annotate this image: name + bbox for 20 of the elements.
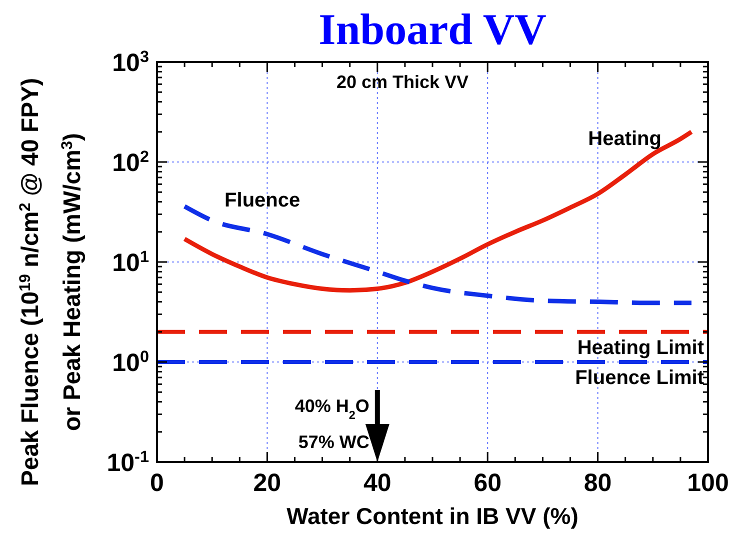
y-tick-label: 10$^{1}$ — [112, 248, 149, 277]
x-axis-title: Water Content in IB VV (%) — [286, 503, 578, 529]
x-tick-label: 20 — [253, 469, 282, 497]
ref-line-label: Heating Limit — [577, 336, 704, 359]
ref-line-label: Fluence Limit — [575, 367, 704, 389]
x-tick-label: 40 — [363, 469, 392, 497]
x-tick-label: 0 — [150, 469, 164, 497]
annotation: 20 cm Thick VV — [336, 72, 469, 92]
y-tick-label: 10$^{3}$ — [112, 48, 149, 77]
y-tick-label: 10$^{0}$ — [112, 348, 149, 377]
series-label: Fluence — [224, 189, 300, 212]
x-tick-label: 100 — [687, 469, 729, 497]
series-label: Heating — [588, 128, 662, 150]
x-tick-label: 60 — [474, 469, 502, 497]
x-tick-label: 80 — [584, 469, 612, 497]
y-tick-label: 10$^{-1}$ — [106, 448, 149, 477]
chart-title: Inboard VV — [318, 5, 547, 54]
line-series — [182, 130, 694, 293]
y-tick-label: 10$^{2}$ — [112, 148, 149, 177]
annotation: 40% H$_{2}$O 57% WC — [294, 396, 370, 452]
